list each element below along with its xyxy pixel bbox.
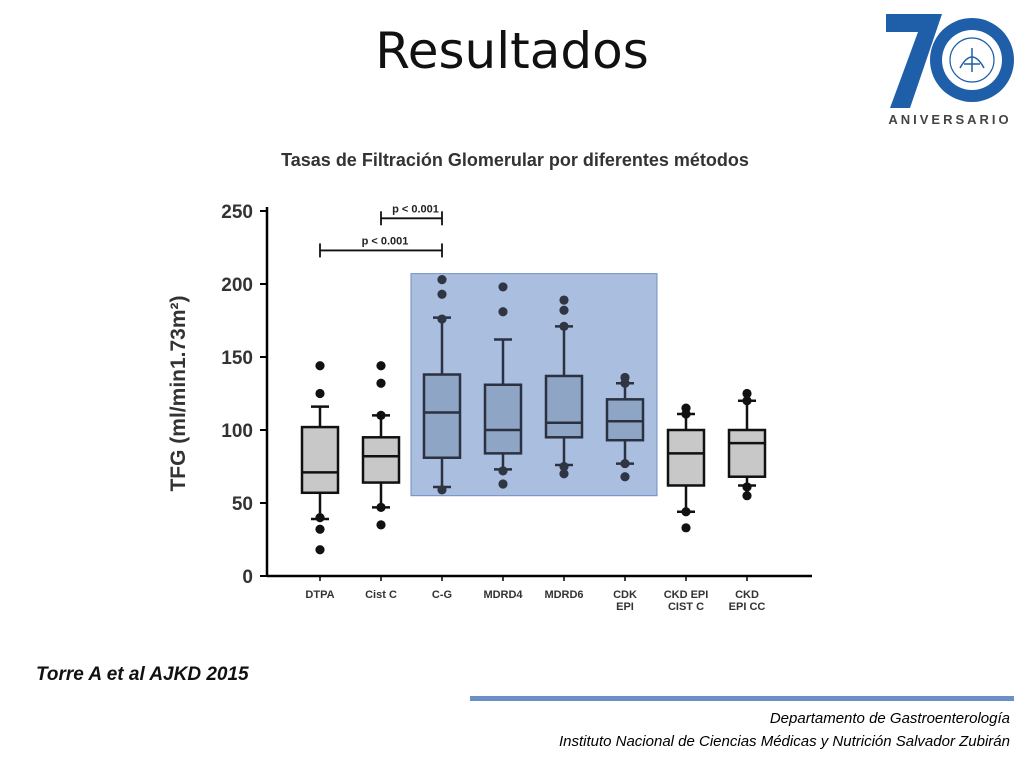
x-tick-label: CKD EPI bbox=[664, 589, 709, 601]
footer-divider bbox=[470, 696, 1014, 701]
y-tick-label: 200 bbox=[221, 275, 253, 296]
citation: Torre A et al AJKD 2015 bbox=[36, 664, 249, 685]
outlier-point bbox=[559, 295, 569, 305]
box-iqr bbox=[483, 383, 523, 455]
outlier-point bbox=[498, 466, 508, 476]
outlier-point bbox=[315, 388, 325, 399]
outlier-point bbox=[559, 469, 569, 479]
box-iqr bbox=[422, 373, 462, 459]
outlier-point bbox=[437, 275, 447, 285]
outlier-point bbox=[742, 396, 752, 406]
logo-seven-shape bbox=[886, 14, 942, 108]
y-tick-label: 150 bbox=[221, 348, 253, 369]
x-tick-label: Cist C bbox=[365, 589, 397, 601]
x-tick-label: MDRD4 bbox=[483, 589, 523, 601]
outlier-point bbox=[315, 513, 325, 523]
outlier-point bbox=[498, 307, 508, 317]
y-tick-label: 250 bbox=[221, 202, 253, 223]
significance-label: p < 0.001 bbox=[392, 203, 439, 215]
x-tick-label: CIST C bbox=[668, 601, 704, 613]
box-iqr bbox=[666, 428, 706, 487]
y-tick-label: 0 bbox=[242, 567, 253, 588]
footer-institute: Instituto Nacional de Ciencias Médicas y… bbox=[558, 733, 1010, 750]
logo-caption: ANIVERSARIO bbox=[888, 112, 1011, 127]
y-axis-label: TFG (ml/min1.73m²) bbox=[167, 295, 190, 491]
outlier-point bbox=[437, 289, 447, 299]
outlier-point bbox=[498, 479, 508, 489]
outlier-point bbox=[681, 403, 691, 413]
outlier-point bbox=[315, 545, 325, 555]
x-tick-label: CKD bbox=[735, 589, 759, 601]
outlier-point bbox=[742, 388, 752, 399]
outlier-point bbox=[559, 305, 569, 315]
box-iqr bbox=[544, 374, 584, 439]
x-tick-label: MDRD6 bbox=[544, 589, 583, 601]
box-iqr bbox=[361, 436, 401, 484]
y-tick-label: 50 bbox=[232, 494, 253, 515]
y-tick-label: 100 bbox=[221, 421, 253, 442]
outlier-point bbox=[315, 361, 325, 371]
x-tick-label: DTPA bbox=[305, 589, 334, 601]
outlier-point bbox=[742, 491, 752, 501]
slide-title: Resultados bbox=[375, 22, 649, 80]
outlier-point bbox=[376, 520, 386, 530]
outlier-point bbox=[376, 378, 386, 388]
x-tick-label: C-G bbox=[432, 589, 452, 601]
box-iqr bbox=[300, 425, 340, 495]
footer-department: Departamento de Gastroenterología bbox=[769, 710, 1010, 727]
outlier-point bbox=[376, 502, 386, 512]
outlier-point bbox=[559, 461, 569, 472]
outlier-point bbox=[620, 472, 630, 482]
outlier-point bbox=[559, 321, 569, 331]
x-tick-label: CDK bbox=[613, 589, 637, 601]
outlier-point bbox=[376, 361, 386, 371]
box-plot-chart: 0 50 100 150 200 250 TFG (ml/min1.73m²) DTPA Cis… bbox=[167, 202, 812, 613]
significance-label: p < 0.001 bbox=[362, 235, 409, 247]
outlier-point bbox=[315, 524, 325, 534]
box-iqr bbox=[727, 428, 767, 478]
box-iqr bbox=[605, 398, 645, 442]
outlier-point bbox=[437, 314, 447, 324]
x-tick-label: EPI CC bbox=[729, 601, 766, 613]
chart-title: Tasas de Filtración Glomerular por difer… bbox=[281, 150, 749, 170]
outlier-point bbox=[376, 410, 386, 420]
aniversario-logo: ANIVERSARIO bbox=[886, 14, 1014, 127]
outlier-point bbox=[437, 485, 447, 495]
outlier-point bbox=[498, 282, 508, 292]
x-tick-label: EPI bbox=[616, 601, 634, 613]
outlier-point bbox=[681, 507, 691, 517]
outlier-point bbox=[620, 458, 630, 469]
logo-seal-inner-ring bbox=[949, 37, 995, 83]
outlier-point bbox=[681, 523, 691, 533]
outlier-point bbox=[742, 482, 752, 492]
logo-seal-emblem bbox=[959, 48, 985, 72]
outlier-point bbox=[620, 372, 630, 383]
